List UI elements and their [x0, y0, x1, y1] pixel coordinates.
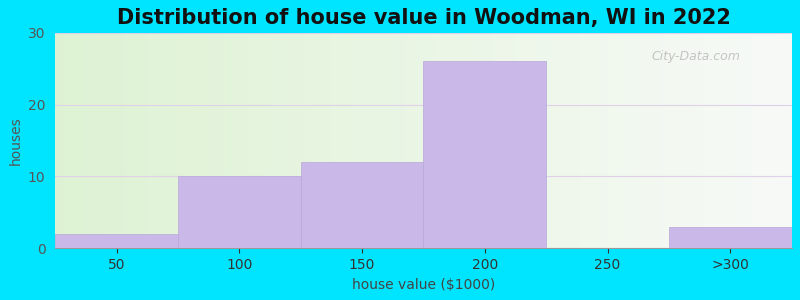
X-axis label: house value ($1000): house value ($1000): [352, 278, 495, 292]
Y-axis label: houses: houses: [8, 116, 22, 165]
Bar: [423, 61, 546, 248]
Bar: [301, 162, 423, 248]
Bar: [669, 227, 792, 248]
Bar: [178, 176, 301, 248]
Title: Distribution of house value in Woodman, WI in 2022: Distribution of house value in Woodman, …: [117, 8, 730, 28]
Text: City-Data.com: City-Data.com: [652, 50, 741, 63]
Bar: [55, 234, 178, 248]
